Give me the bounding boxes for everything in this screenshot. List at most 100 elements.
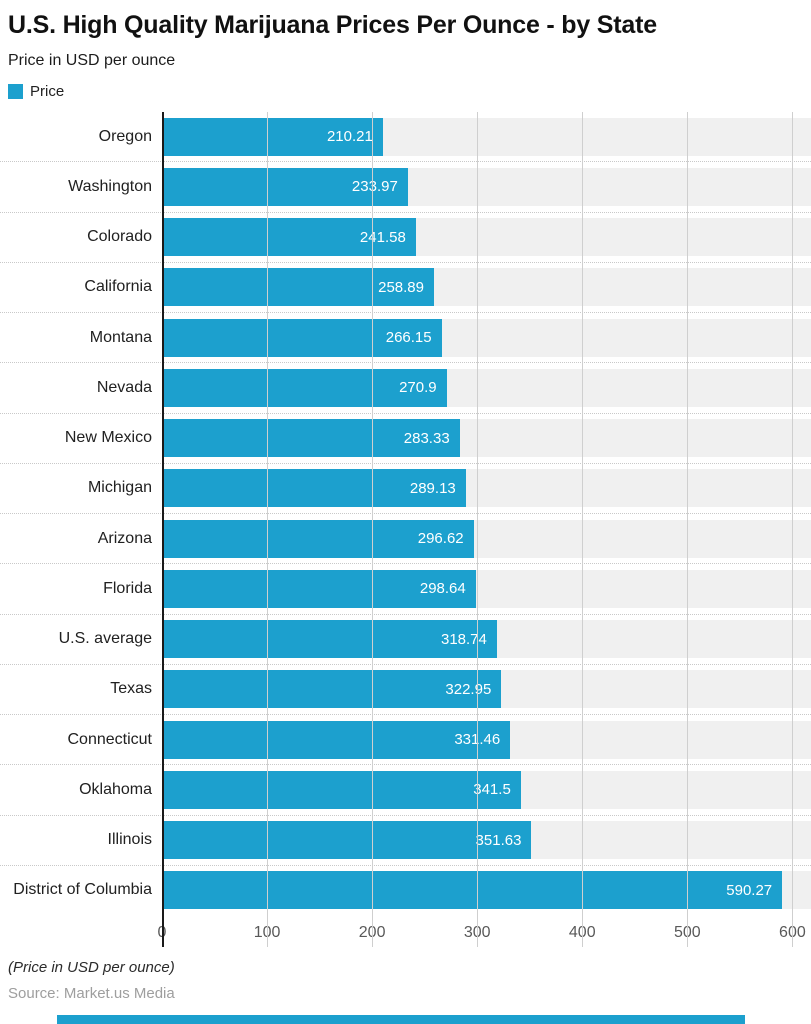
x-axis: 0 100 200 300 400 500 600 xyxy=(158,915,806,947)
bar-row: Washington 233.97 xyxy=(0,162,811,213)
bar[interactable]: 341.5 xyxy=(162,770,521,809)
legend-swatch-icon xyxy=(8,84,23,99)
bar[interactable]: 289.13 xyxy=(162,469,466,508)
bar-row: Colorado 241.58 xyxy=(0,213,811,263)
bar[interactable]: 210.21 xyxy=(162,117,383,156)
bar[interactable]: 270.9 xyxy=(162,368,447,407)
chart-header: U.S. High Quality Marijuana Prices Per O… xyxy=(0,0,811,100)
bar-value-label: 241.58 xyxy=(359,228,406,246)
bar-row: Michigan 289.13 xyxy=(0,464,811,514)
bar-value-label: 318.74 xyxy=(440,630,487,648)
category-label: Arizona xyxy=(97,529,152,547)
category-label: Illinois xyxy=(107,831,152,849)
category-label: Colorado xyxy=(87,228,152,246)
bar-row: Texas 322.95 xyxy=(0,665,811,715)
bar-track: 233.97 xyxy=(162,162,811,211)
bar-track: 351.63 xyxy=(162,816,811,865)
category-label: New Mexico xyxy=(64,429,152,447)
bar-track: 341.5 xyxy=(162,765,811,814)
bar-value-label: 298.64 xyxy=(419,580,466,598)
bar-track: 289.13 xyxy=(162,464,811,513)
category-label: Florida xyxy=(103,579,152,597)
x-axis-tick-label: 400 xyxy=(568,924,596,941)
bar-row: California 258.89 xyxy=(0,263,811,313)
bar[interactable]: 233.97 xyxy=(162,167,408,206)
bar-row: U.S. average 318.74 xyxy=(0,615,811,665)
bar[interactable]: 298.64 xyxy=(162,569,476,608)
bar-track: 266.15 xyxy=(162,313,811,362)
x-axis-tick-label: 200 xyxy=(358,924,386,941)
bar-row: District of Columbia 590.27 xyxy=(0,866,811,915)
category-label: California xyxy=(84,278,152,296)
x-axis-tick-label: 100 xyxy=(253,924,281,941)
bar[interactable]: 258.89 xyxy=(162,268,434,307)
bar-row: Oregon 210.21 xyxy=(0,112,811,163)
x-axis-tick-label: 600 xyxy=(779,924,806,941)
bar-row: Nevada 270.9 xyxy=(0,363,811,414)
bar-value-label: 283.33 xyxy=(403,429,450,447)
bar[interactable]: 266.15 xyxy=(162,318,442,357)
x-axis-tick-label: 0 xyxy=(157,924,167,941)
bar[interactable]: 322.95 xyxy=(162,670,502,709)
bar-row: Connecticut 331.46 xyxy=(0,715,811,766)
bar[interactable]: 296.62 xyxy=(162,519,474,558)
chart-rows: Oregon 210.21 Washington 233.97 Colorado xyxy=(0,112,811,915)
category-label: Texas xyxy=(110,680,152,698)
partial-bar-bottom-edge xyxy=(57,1015,745,1024)
bar[interactable]: 241.58 xyxy=(162,218,416,257)
bar-value-label: 233.97 xyxy=(351,178,398,196)
legend-label: Price xyxy=(30,83,65,100)
category-label: Oklahoma xyxy=(79,780,152,798)
bar-value-label: 341.5 xyxy=(473,781,511,799)
bar-value-label: 210.21 xyxy=(326,128,373,146)
bar-track: 296.62 xyxy=(162,514,811,563)
category-label: Montana xyxy=(89,328,152,346)
bar-value-label: 289.13 xyxy=(409,479,456,497)
bar-track: 331.46 xyxy=(162,715,811,764)
bar-value-label: 351.63 xyxy=(475,831,522,849)
bar[interactable]: 590.27 xyxy=(162,871,783,910)
chart-subtitle: Price in USD per ounce xyxy=(8,52,176,69)
bar-row: Illinois 351.63 xyxy=(0,816,811,866)
bar-row: Oklahoma 341.5 xyxy=(0,765,811,816)
chart-title: U.S. High Quality Marijuana Prices Per O… xyxy=(8,11,657,39)
bar[interactable]: 331.46 xyxy=(162,720,511,759)
bar-track: 241.58 xyxy=(162,213,811,262)
category-label: Washington xyxy=(68,177,152,195)
footer-note: (Price in USD per ounce) xyxy=(8,959,175,976)
bar-track: 210.21 xyxy=(162,112,811,161)
bar-row: Florida 298.64 xyxy=(0,564,811,615)
bar-row: Montana 266.15 xyxy=(0,313,811,364)
bar-value-label: 296.62 xyxy=(417,530,464,548)
bar-track: 258.89 xyxy=(162,263,811,312)
bar-value-label: 270.9 xyxy=(399,379,437,397)
category-label: Michigan xyxy=(87,479,152,497)
chart-footer: (Price in USD per ounce) Source: Market.… xyxy=(0,959,811,1002)
bar-track: 283.33 xyxy=(162,414,811,463)
category-label: U.S. average xyxy=(58,630,152,648)
bar-value-label: 258.89 xyxy=(378,278,424,296)
category-label: Oregon xyxy=(98,127,152,145)
bar[interactable]: 283.33 xyxy=(162,419,460,458)
x-axis-tick-label: 300 xyxy=(463,924,491,941)
bar-row: Arizona 296.62 xyxy=(0,514,811,565)
footer-source: Source: Market.us Media xyxy=(8,985,175,1002)
bar-track: 590.27 xyxy=(162,866,811,915)
bar-track: 270.9 xyxy=(162,363,811,412)
bar-value-label: 590.27 xyxy=(726,881,773,899)
bar-value-label: 331.46 xyxy=(454,731,501,749)
category-label: District of Columbia xyxy=(13,881,152,899)
bar-chart: Oregon 210.21 Washington 233.97 Colorado xyxy=(0,112,811,947)
bar-track: 298.64 xyxy=(162,564,811,613)
category-label: Connecticut xyxy=(67,730,153,748)
bar-row: New Mexico 283.33 xyxy=(0,414,811,464)
x-axis-tick-label: 500 xyxy=(673,924,701,941)
bar-value-label: 266.15 xyxy=(385,329,432,347)
bar[interactable]: 318.74 xyxy=(162,620,497,659)
legend: Price xyxy=(8,83,803,100)
bar-value-label: 322.95 xyxy=(445,680,492,698)
bar-track: 322.95 xyxy=(162,665,811,714)
category-label: Nevada xyxy=(96,378,152,396)
bar[interactable]: 351.63 xyxy=(162,821,532,860)
bar-track: 318.74 xyxy=(162,615,811,664)
